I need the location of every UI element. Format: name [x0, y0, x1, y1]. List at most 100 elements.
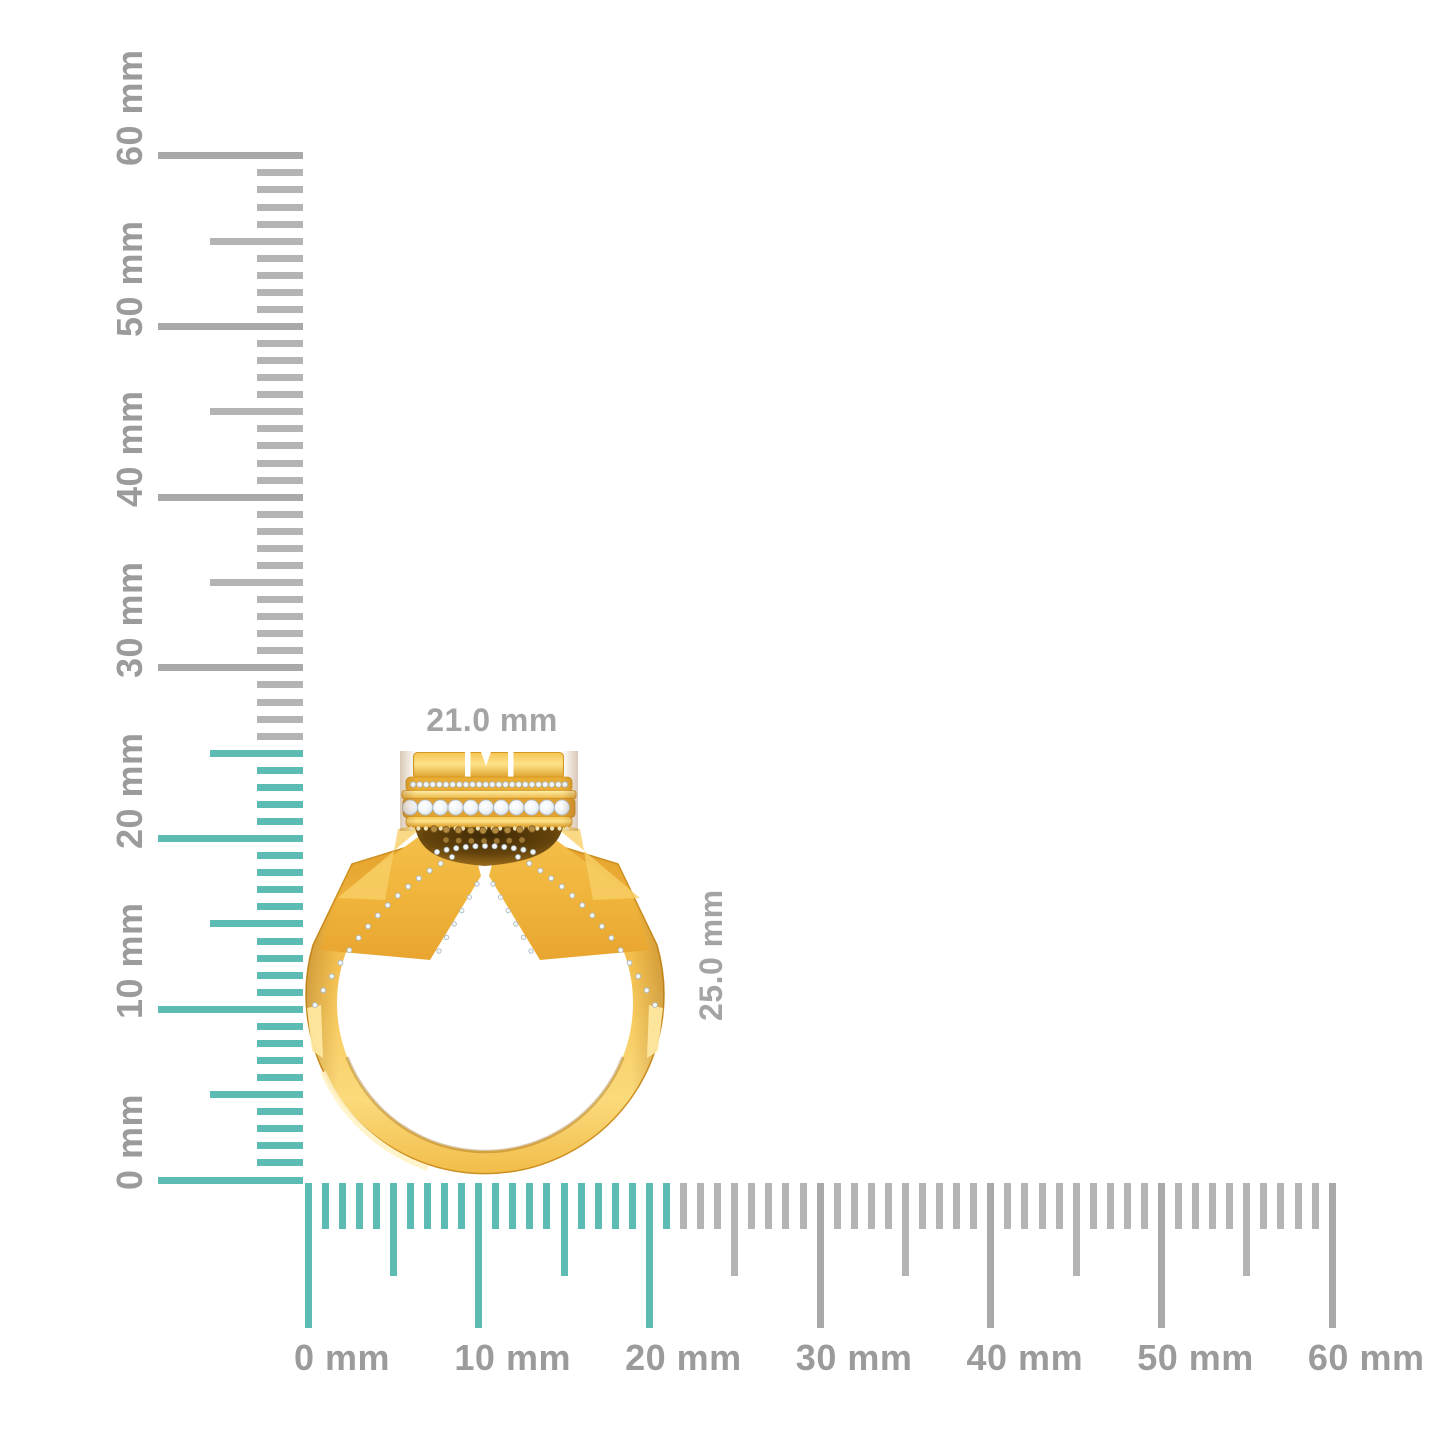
- vertical-ruler-tick: [257, 374, 303, 382]
- vertical-ruler-tick: [257, 732, 303, 740]
- horizontal-ruler-tick: [833, 1183, 841, 1229]
- horizontal-ruler-tick: [645, 1183, 653, 1328]
- horizontal-ruler-tick: [1311, 1183, 1319, 1229]
- horizontal-ruler-tick: [765, 1183, 773, 1229]
- horizontal-ruler-tick: [1140, 1183, 1148, 1229]
- vertical-ruler-tick: [257, 459, 303, 467]
- under-bowl-diamond: [530, 849, 537, 856]
- shoulder-pave-diamond: [415, 875, 422, 882]
- champagne-diamond: [455, 837, 462, 844]
- horizontal-ruler-tick: [1209, 1183, 1217, 1229]
- band-step-right: [647, 1005, 663, 1058]
- vertical-ruler-tick: [257, 988, 303, 996]
- horizontal-ruler-tick: [901, 1183, 909, 1276]
- vertical-ruler-tick: [257, 800, 303, 808]
- horizontal-ruler-tick: [782, 1183, 790, 1229]
- horizontal-ruler-tick: [1055, 1183, 1063, 1229]
- shoulder-pave-diamond: [579, 902, 586, 909]
- vertical-ruler-tick: [257, 476, 303, 484]
- horizontal-ruler-tick: [441, 1183, 449, 1229]
- vertical-ruler-tick: [257, 818, 303, 826]
- horizontal-ruler-tick: [475, 1183, 483, 1328]
- vertical-ruler-tick: [158, 152, 303, 160]
- horizontal-ruler-tick: [526, 1183, 534, 1229]
- head-side-shading: [400, 751, 578, 831]
- shoulder-inner-pave-diamond: [474, 881, 480, 887]
- vertical-ruler-tick: [257, 340, 303, 348]
- horizontal-ruler-tick: [748, 1183, 756, 1229]
- vertical-ruler-tick: [257, 1108, 303, 1116]
- vertical-ruler-tick: [257, 271, 303, 279]
- vertical-ruler-tick: [257, 1022, 303, 1030]
- vertical-ruler-tick: [210, 920, 303, 928]
- champagne-diamond: [493, 838, 500, 844]
- vertical-ruler-tick: [257, 681, 303, 689]
- vertical-ruler-tick: [257, 647, 303, 655]
- horizontal-ruler-tick: [680, 1183, 688, 1229]
- horizontal-ruler-tick: [1175, 1183, 1183, 1229]
- vertical-ruler-tick: [257, 544, 303, 552]
- shoulder-pave-diamond: [589, 912, 596, 919]
- horizontal-ruler-tick: [458, 1183, 466, 1229]
- horizontal-ruler-tick: [372, 1183, 380, 1229]
- horizontal-ruler-tick: [1123, 1183, 1131, 1229]
- vertical-ruler-tick: [158, 323, 303, 330]
- horizontal-ruler-tick: [321, 1183, 329, 1229]
- shoulder-pave-diamond: [449, 854, 455, 860]
- vertical-ruler-tick: [257, 220, 303, 228]
- shoulder-pave-diamond: [537, 867, 544, 874]
- shoulder-bevel-right: [550, 822, 640, 900]
- shoulder-pave-diamond: [394, 892, 401, 899]
- vertical-ruler-tick: [257, 698, 303, 706]
- ring-body: [305, 822, 665, 1175]
- champagne-diamond: [519, 837, 525, 843]
- shoulder-pave-diamond: [526, 860, 533, 867]
- shoulder-inner-pave-diamond: [497, 894, 504, 900]
- horizontal-ruler-tick: [1226, 1183, 1234, 1229]
- vertical-ruler-tick: [257, 852, 303, 860]
- under-bowl-diamond: [510, 845, 517, 852]
- vertical-ruler-tick: [257, 288, 303, 296]
- vertical-ruler-tick: [257, 954, 303, 962]
- under-bowl-diamond: [443, 846, 450, 853]
- shoulder-pave-diamond: [515, 854, 521, 860]
- champagne-diamond: [506, 837, 513, 844]
- horizontal-ruler-tick: [560, 1183, 568, 1276]
- shoulder-pave-diamond: [643, 987, 650, 994]
- height-dimension-label: 25.0 mm: [693, 889, 729, 1021]
- horizontal-ruler-tick: [628, 1183, 636, 1229]
- shoulder-pave-diamond: [365, 923, 372, 930]
- horizontal-ruler-tick: [1260, 1183, 1268, 1229]
- horizontal-ruler-tick: [577, 1183, 585, 1229]
- shoulder-pave-diamond: [569, 892, 576, 899]
- shoulder-pave-diamond: [548, 875, 555, 882]
- horizontal-ruler-tick: [423, 1183, 431, 1229]
- horizontal-ruler-tick: [1328, 1183, 1336, 1328]
- horizontal-ruler-tick: [1021, 1183, 1029, 1229]
- horizontal-ruler-tick: [406, 1183, 414, 1229]
- shoulder-pave-diamond: [652, 1002, 658, 1008]
- vertical-ruler-tick: [210, 408, 303, 416]
- horizontal-ruler-tick: [304, 1183, 312, 1328]
- vertical-ruler-tick: [257, 715, 303, 723]
- vertical-ruler-tick: [257, 1057, 303, 1064]
- horizontal-ruler-label: 40 mm: [966, 1337, 1084, 1378]
- horizontal-ruler-tick: [936, 1183, 944, 1229]
- under-bowl-diamond: [462, 844, 469, 851]
- vertical-ruler-tick: [158, 664, 303, 672]
- vertical-ruler-tick: [257, 613, 303, 621]
- vertical-ruler-tick: [158, 1005, 303, 1013]
- under-bowl-diamond: [453, 845, 460, 852]
- horizontal-ruler-tick: [662, 1183, 670, 1229]
- horizontal-ruler-tick: [1072, 1183, 1080, 1276]
- vertical-ruler-tick: [257, 766, 303, 774]
- horizontal-ruler-tick: [1089, 1183, 1097, 1229]
- horizontal-ruler-label: 10 mm: [454, 1337, 571, 1378]
- horizontal-ruler-tick: [1277, 1183, 1285, 1229]
- vertical-ruler-tick: [257, 869, 303, 877]
- horizontal-ruler-tick: [543, 1183, 551, 1229]
- vertical-ruler-tick: [158, 1176, 303, 1184]
- shoulder-pave-diamond: [312, 1002, 318, 1008]
- width-dimension-label: 21.0 mm: [426, 702, 558, 738]
